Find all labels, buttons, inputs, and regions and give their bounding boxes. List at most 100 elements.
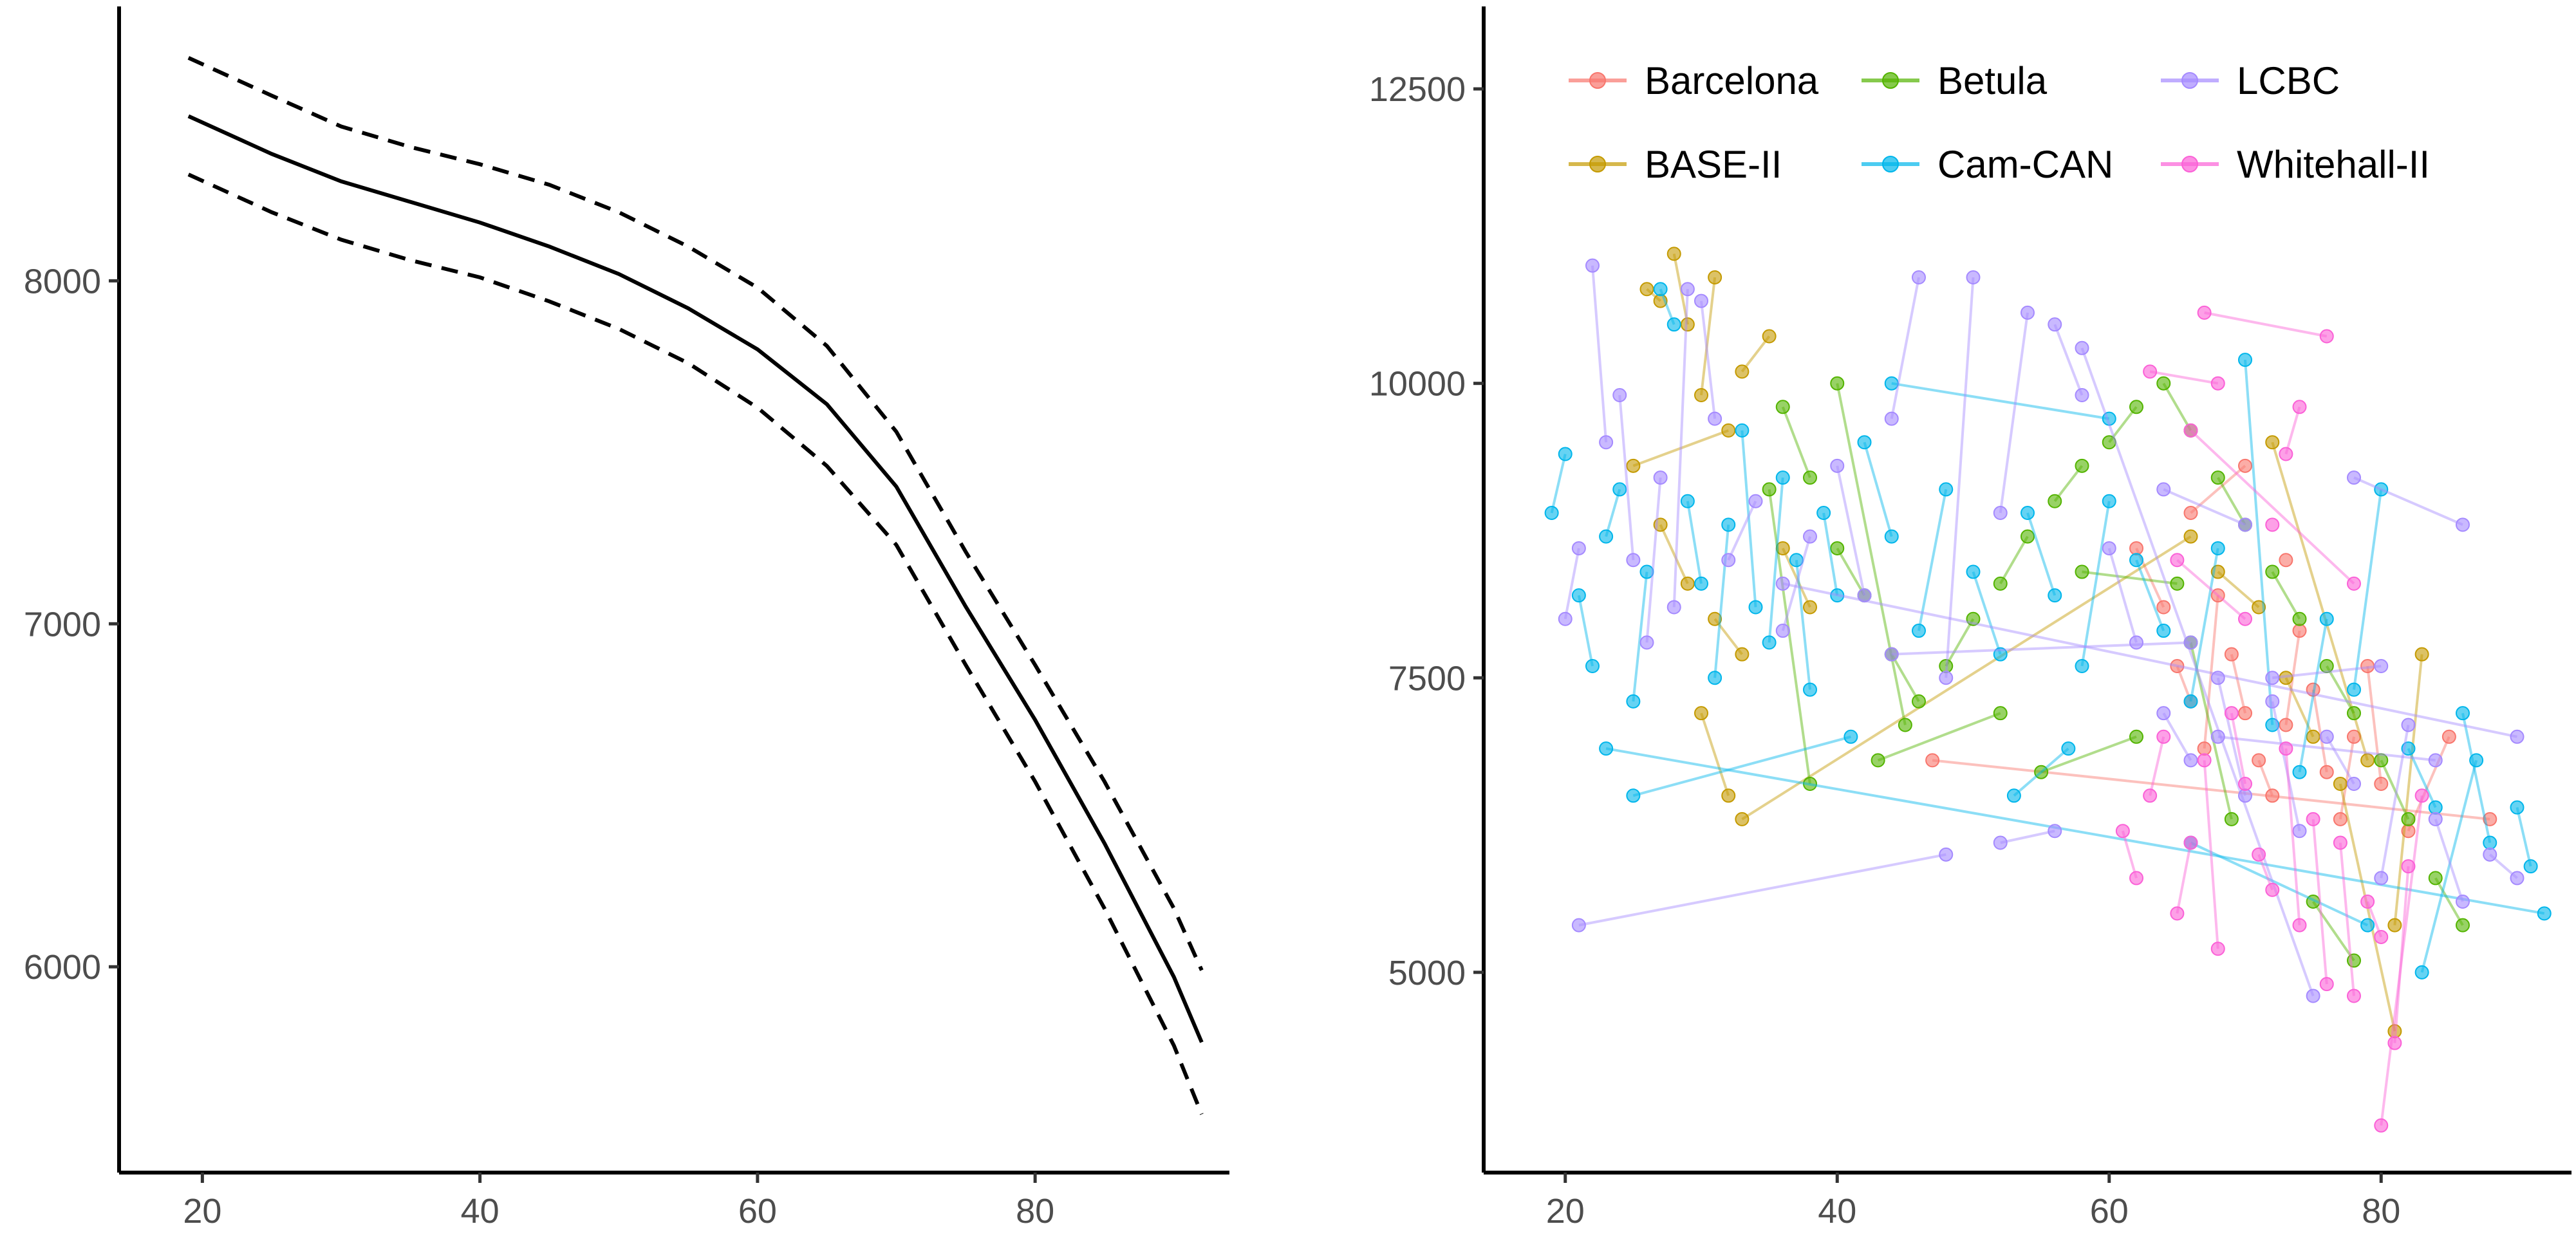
data-point <box>2156 624 2171 638</box>
data-point <box>1626 458 1641 473</box>
data-point <box>2387 918 2402 933</box>
data-point <box>2401 859 2416 874</box>
data-point <box>1762 482 1777 497</box>
data-point <box>1599 741 1614 756</box>
data-point <box>1585 258 1600 273</box>
trajectory-line <box>1686 501 1703 584</box>
data-point <box>1912 270 1926 284</box>
trajectory-line <box>1890 653 1920 702</box>
trajectory-line <box>2407 748 2437 808</box>
trajectory-line <box>2393 654 2423 925</box>
trajectory-line <box>2434 877 2464 926</box>
data-point <box>2319 977 2334 992</box>
data-point <box>2265 694 2280 709</box>
trajectory-line <box>2216 677 2246 796</box>
data-point <box>1884 529 1899 544</box>
right-scatter-chart: 20 40 60 80 5000 7500 10000 12500 Barcelona Betul… <box>1369 6 2571 1230</box>
data-point <box>2183 835 2198 850</box>
trajectory-line <box>1605 488 1621 537</box>
legend-item-base-ii: BASE-II <box>1569 143 1782 186</box>
data-point <box>2292 611 2307 626</box>
data-point <box>2360 753 2375 768</box>
data-point <box>1993 647 2008 662</box>
legend-key-point <box>1882 72 1899 89</box>
trajectory-line <box>2380 759 2410 820</box>
data-point <box>1762 329 1777 344</box>
data-point <box>2292 765 2307 779</box>
right-y-tick-label: 12500 <box>1369 70 1466 109</box>
data-point <box>1762 635 1777 650</box>
data-point <box>2210 541 2225 555</box>
data-point <box>2510 871 2525 886</box>
data-point <box>1884 647 1899 662</box>
data-point <box>2224 812 2239 826</box>
trajectory-line <box>1578 853 1946 927</box>
trajectory-line <box>2026 512 2057 596</box>
data-point <box>1993 835 2008 850</box>
data-point <box>1830 541 1845 555</box>
trajectory-line <box>2189 642 2233 820</box>
legend-label: Cam-CAN <box>1937 143 2113 186</box>
data-point <box>2210 942 2225 956</box>
data-point <box>1694 706 1708 721</box>
data-point <box>2129 553 2143 568</box>
trajectory-line <box>2230 712 2246 785</box>
data-point <box>2224 706 2239 721</box>
trajectory-line <box>2217 477 2246 526</box>
data-point <box>2102 541 2116 555</box>
left-line-chart: 20 40 60 80 6000 7000 8000 <box>24 6 1229 1230</box>
trajectory-line <box>2190 465 2246 514</box>
trajectory-line <box>1932 759 2490 821</box>
data-point <box>2510 729 2525 744</box>
trajectory-line <box>1591 265 1608 443</box>
data-point <box>2252 600 2266 615</box>
data-point <box>1830 376 1845 391</box>
trajectory-line <box>2230 654 2246 714</box>
trajectory-line <box>2000 830 2055 844</box>
data-point <box>2414 647 2429 662</box>
trajectory-line <box>1659 524 1689 584</box>
data-point <box>1571 541 1586 555</box>
trajectory-line <box>2163 488 2246 526</box>
trajectory-line <box>2338 842 2355 996</box>
data-point <box>2210 376 2225 391</box>
trajectory-line <box>1999 312 2029 514</box>
trajectory-line <box>1700 277 1717 396</box>
left-y-tick-label: 6000 <box>24 948 101 987</box>
trajectory-line <box>2271 701 2301 831</box>
data-point <box>1884 411 1899 426</box>
confidence-bound-line-1 <box>187 56 1204 971</box>
data-point <box>2428 812 2443 826</box>
data-point <box>2292 918 2307 933</box>
data-point <box>2306 812 2320 826</box>
data-point <box>1694 388 1708 402</box>
data-point <box>2265 435 2280 450</box>
trajectory-line <box>2203 595 2219 749</box>
data-point <box>2170 576 2185 591</box>
data-point <box>2075 458 2089 473</box>
data-point <box>1912 694 1926 709</box>
series-base-ii <box>1626 246 2429 1039</box>
trajectory-line <box>2135 559 2165 631</box>
data-point <box>2374 777 2389 791</box>
data-point <box>2292 400 2307 414</box>
trajectory-line <box>1836 383 1907 725</box>
trajectory-line <box>1891 382 2110 420</box>
trajectory-line <box>1836 465 1866 596</box>
data-point <box>2333 812 2347 826</box>
data-point <box>1612 482 1627 497</box>
data-point <box>2183 694 2198 709</box>
data-point <box>1666 246 1681 261</box>
trajectory-line <box>1741 335 1771 373</box>
data-point <box>2021 305 2035 320</box>
data-point <box>2265 671 2280 685</box>
data-point <box>2523 859 2538 874</box>
data-point <box>2210 729 2225 744</box>
data-point <box>1843 729 1858 744</box>
data-point <box>2238 706 2252 721</box>
fitted-curve-line <box>187 114 1204 1043</box>
data-point <box>2306 895 2320 909</box>
data-point <box>2428 800 2443 815</box>
trajectory-line <box>2311 689 2328 773</box>
data-point <box>1721 423 1736 438</box>
